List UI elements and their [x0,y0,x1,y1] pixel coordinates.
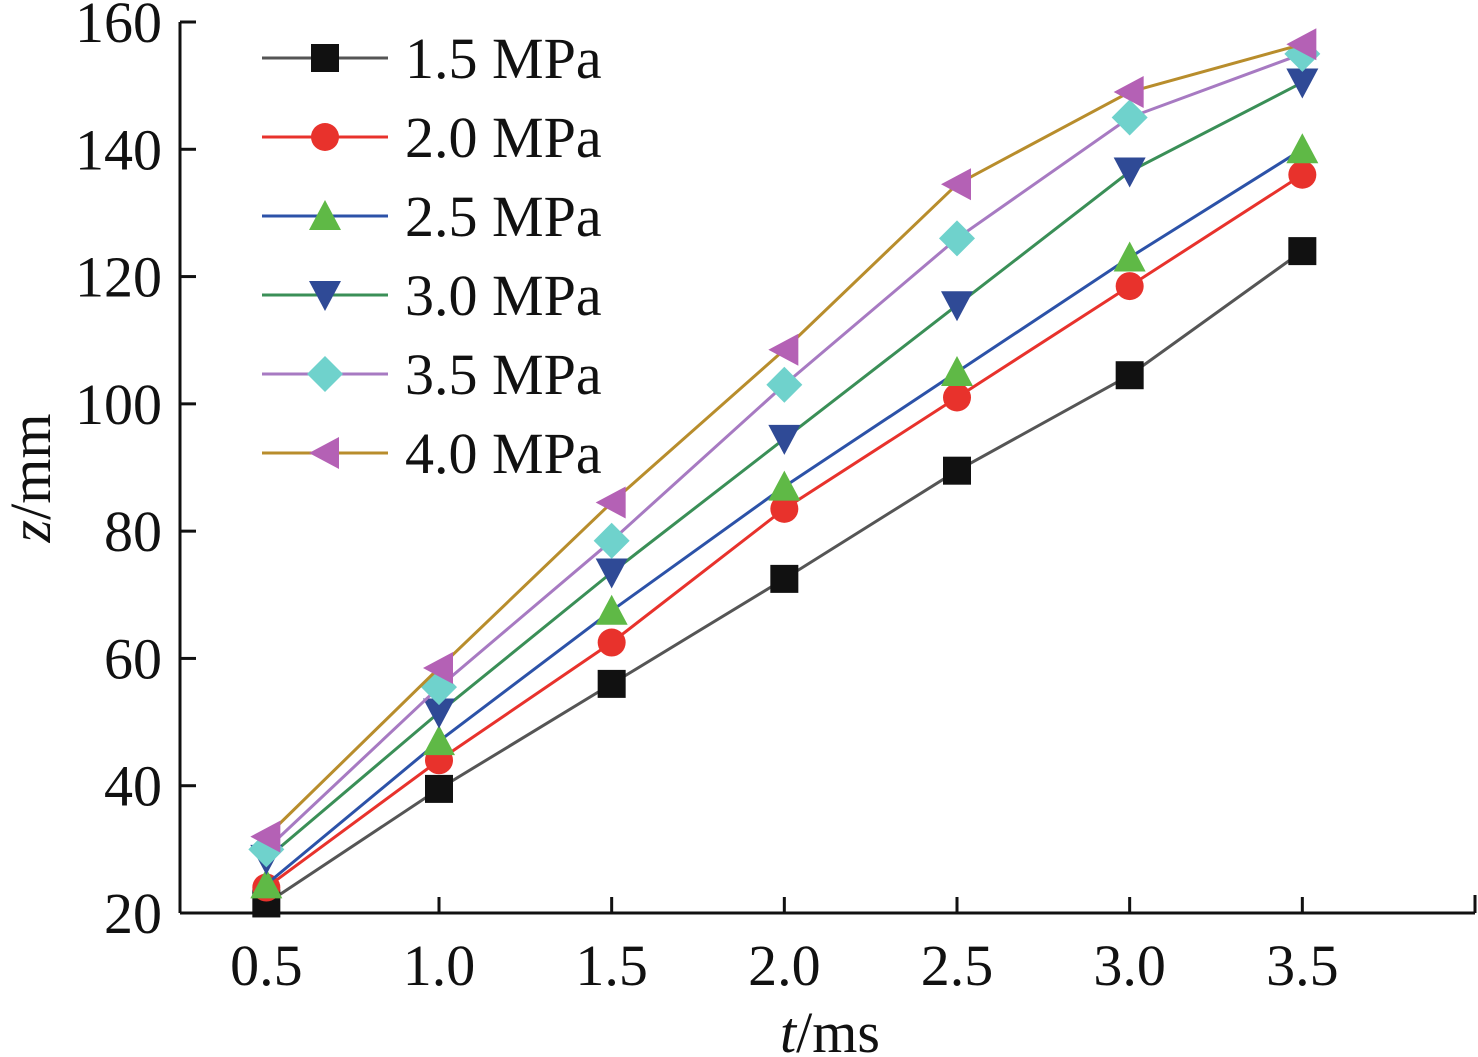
data-point [250,868,283,899]
x-tick-label: 1.0 [403,933,476,998]
series-0 [252,237,1317,918]
legend-marker [309,437,339,469]
legend-marker [309,281,341,311]
axes [178,22,1477,915]
legend-marker [309,200,341,230]
series-4 [248,35,1321,868]
data-point [595,558,628,589]
data-point [597,669,626,698]
y-tick-label: 80 [104,499,162,564]
data-point [595,486,626,519]
data-point [1286,133,1319,164]
x-tick-label: 2.0 [748,933,821,998]
y-axis-label-unit: /mm [0,414,63,520]
data-point [943,383,971,412]
data-point [1115,361,1144,390]
x-tick-label: 0.5 [230,933,303,998]
legend: 1.5 MPa 2.0 MPa 2.5 MPa 3.0 MPa 3.5 MPa 4.0 M… [262,26,602,486]
data-point [941,168,971,201]
data-point [941,291,973,322]
x-tick-label: 2.5 [921,933,994,998]
data-point [423,698,455,729]
y-tick-label: 120 [75,245,162,310]
legend-label: 1.5 MPa [405,26,602,91]
data-point [423,725,455,756]
x-axis-label-var: t [780,1000,798,1057]
series-layer [248,28,1321,918]
x-tick-label: 3.0 [1093,933,1166,998]
data-point [939,220,975,257]
data-point [1286,28,1317,61]
data-point [1115,272,1144,301]
y-axis-label-var: z [0,520,63,544]
data-point [766,366,803,403]
data-point [943,456,971,485]
legend-label: 2.5 MPa [405,184,602,249]
data-point [1286,68,1319,99]
data-point [941,356,973,387]
legend-item: 3.5 MPa [262,342,602,407]
data-point [1113,157,1146,188]
data-point [770,564,799,593]
data-point [250,820,281,853]
legend-item: 3.0 MPa [262,263,602,328]
x-axis-label: t/ms [780,1000,880,1057]
series-2 [250,133,1319,899]
legend-label: 4.0 MPa [405,421,602,486]
y-tick-label: 140 [75,117,162,182]
y-tick-label: 100 [75,372,162,437]
data-point [1288,160,1317,189]
data-point [595,594,628,625]
data-point [768,333,799,366]
y-ticks: 20 40 60 80 100 120 140 160 [75,0,196,946]
legend-item: 2.0 MPa [262,105,602,170]
y-tick-label: 60 [104,626,162,691]
y-axis-label: z/mm [0,414,63,544]
data-point [1288,237,1317,266]
data-point [1113,76,1144,109]
legend-label: 2.0 MPa [405,105,602,170]
data-point [768,470,801,501]
x-axis-label-unit: /ms [796,1000,880,1057]
data-point [768,424,801,455]
legend-item: 1.5 MPa [262,26,602,91]
legend-label: 3.5 MPa [405,342,602,407]
legend-item: 2.5 MPa [262,184,602,249]
data-point [1111,99,1148,136]
data-point [597,628,626,657]
data-point [425,774,453,803]
x-tick-label: 3.5 [1266,933,1339,998]
data-point [770,494,799,523]
y-tick-label: 160 [75,0,162,55]
data-point [423,651,453,684]
y-tick-label: 40 [104,754,162,819]
series-5 [250,28,1317,853]
legend-item: 4.0 MPa [262,421,602,486]
legend-marker [307,356,343,392]
x-ticks: 0.5 1.0 1.5 2.0 2.5 3.0 3.5 [230,897,1339,998]
x-tick-label: 1.5 [575,933,648,998]
legend-label: 3.0 MPa [405,263,602,328]
data-point [1113,241,1146,272]
data-point [593,522,630,559]
y-tick-label: 20 [104,881,162,946]
legend-marker [311,44,339,72]
legend-marker [311,123,339,151]
